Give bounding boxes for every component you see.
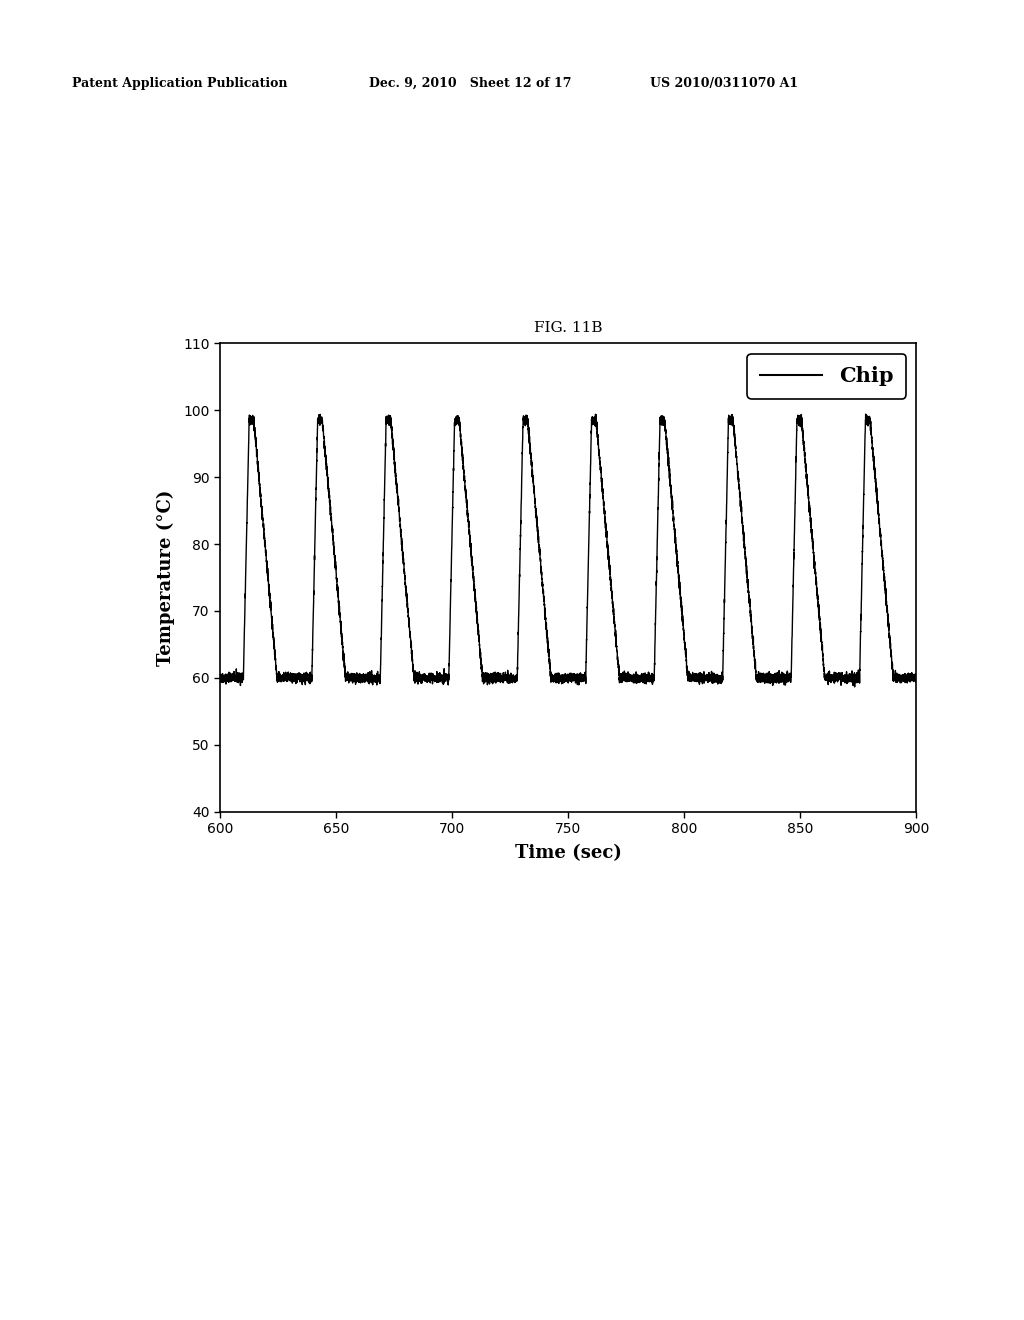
X-axis label: Time (sec): Time (sec) (515, 845, 622, 862)
Text: Patent Application Publication: Patent Application Publication (72, 77, 287, 90)
Title: FIG. 11B: FIG. 11B (535, 321, 602, 335)
Text: Dec. 9, 2010   Sheet 12 of 17: Dec. 9, 2010 Sheet 12 of 17 (369, 77, 571, 90)
Text: US 2010/0311070 A1: US 2010/0311070 A1 (650, 77, 799, 90)
Y-axis label: Temperature (°C): Temperature (°C) (157, 490, 175, 665)
Legend: Chip: Chip (748, 354, 906, 399)
